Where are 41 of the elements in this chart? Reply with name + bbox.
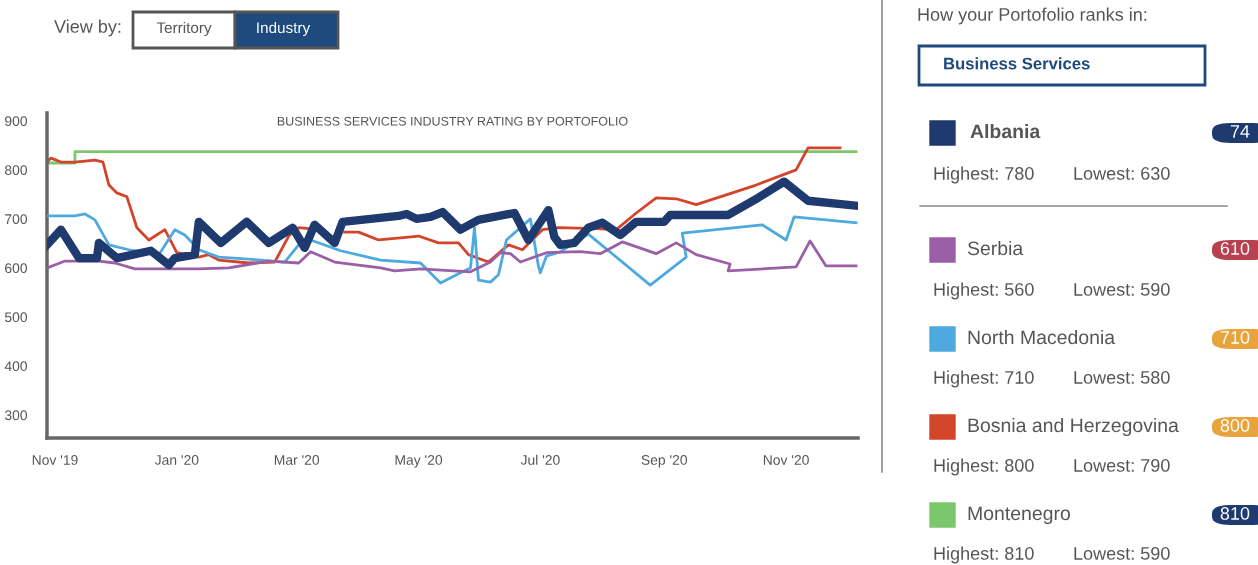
x-tick-label: May '20: [395, 455, 443, 468]
legend-label: Bosnia and Herzegovina: [968, 417, 1179, 437]
legend-label: Albania: [970, 123, 1041, 139]
text: Highest: 810: [934, 546, 1034, 564]
text: Territory: [156, 21, 212, 37]
text: Highest: 710: [934, 370, 1034, 388]
line-series: [47, 239, 858, 274]
legend-label: Montenegro: [968, 506, 1070, 525]
x-tick-label: Nov '19: [32, 455, 78, 465]
legend-label: North Macedonia: [968, 329, 1116, 345]
x-tick-label: Jan '20: [154, 455, 199, 465]
text: Lowest: 590: [1074, 547, 1170, 560]
y-tick-label: 500: [4, 312, 28, 323]
legend-label: Serbia: [967, 240, 1024, 256]
chart-title: BUSINESS SERVICES INDUSTRY RATING BY PORTOFOLIO: [277, 116, 628, 126]
text: Highest: 560: [934, 282, 1034, 300]
text: 800: [1220, 419, 1250, 432]
text: Lowest: 580: [1074, 371, 1170, 384]
y-tick-label: 600: [5, 263, 28, 274]
y-tick-label: 400: [4, 361, 28, 372]
text: Highest: 800: [934, 458, 1034, 476]
y-tick-label: 700: [5, 214, 28, 225]
y-tick-label: 900: [5, 116, 28, 127]
text: 810: [1220, 507, 1250, 520]
text: 710: [1220, 331, 1250, 344]
y-tick-label: 300: [4, 410, 28, 421]
text: Business Services: [944, 57, 1090, 70]
text: 74: [1230, 125, 1250, 138]
x-tick-label: Nov '20: [763, 455, 809, 465]
text: Lowest: 630: [1074, 167, 1170, 180]
text: 610: [1220, 242, 1250, 255]
text: Highest: 780: [934, 166, 1034, 184]
text: View by:: [54, 19, 121, 37]
x-tick-label: Sep '20: [641, 455, 688, 468]
x-tick-label: Mar '20: [274, 455, 320, 465]
text: Lowest: 590: [1074, 283, 1170, 296]
x-tick-label: Jul '20: [520, 454, 560, 465]
y-tick-label: 800: [4, 165, 28, 176]
text: Industry: [257, 21, 311, 37]
text: Lowest: 790: [1074, 459, 1170, 472]
text: How your Portofolio ranks in:: [918, 7, 1147, 25]
